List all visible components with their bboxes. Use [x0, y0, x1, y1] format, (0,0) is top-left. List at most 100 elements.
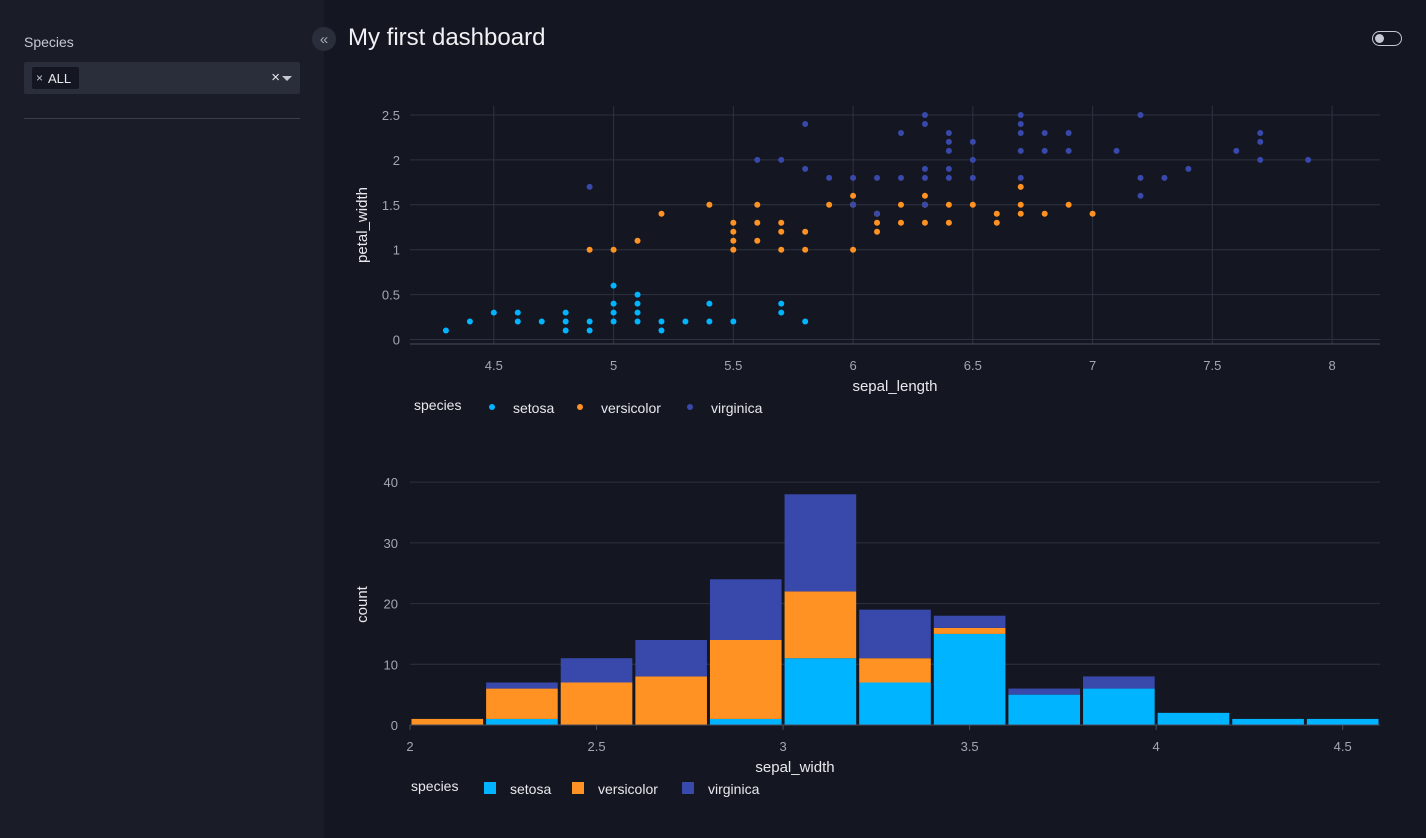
scatter-point-setosa	[682, 318, 689, 325]
y-tick-label: 30	[384, 536, 398, 551]
scatter-point-virginica	[897, 174, 904, 181]
bar-setosa	[1157, 712, 1230, 725]
scatter-point-virginica	[945, 174, 952, 181]
y-tick-label: 0.5	[382, 288, 400, 303]
scatter-point-virginica	[1137, 111, 1144, 118]
bar-versicolor	[709, 640, 782, 719]
scatter-point-setosa	[490, 309, 497, 316]
bar-virginica	[486, 682, 558, 689]
scatter-point-virginica	[586, 183, 593, 190]
scatter-point-versicolor	[754, 237, 761, 244]
toggle-knob	[1375, 34, 1384, 43]
scatter-point-setosa	[658, 327, 665, 334]
x-tick-label: 6	[849, 358, 856, 373]
scatter-point-versicolor	[778, 219, 785, 226]
clear-selection-icon[interactable]: ×	[271, 69, 280, 86]
collapse-sidebar-button[interactable]: «	[312, 27, 336, 51]
x-tick-label: 7	[1089, 358, 1096, 373]
scatter-point-setosa	[634, 318, 641, 325]
scatter-point-versicolor	[874, 228, 881, 235]
scatter-point-setosa	[610, 282, 617, 289]
scatter-point-versicolor	[969, 201, 976, 208]
scatter-point-virginica	[897, 129, 904, 136]
scatter-point-virginica	[802, 120, 809, 127]
scatter-point-virginica	[969, 156, 976, 163]
scatter-point-versicolor	[730, 246, 737, 253]
bar-setosa	[486, 718, 558, 725]
scatter-point-virginica	[921, 165, 928, 172]
scatter-point-versicolor	[610, 246, 617, 253]
bar-versicolor	[635, 676, 707, 725]
bar-virginica	[859, 609, 931, 659]
chevron-down-icon[interactable]	[282, 76, 292, 81]
scatter-point-virginica	[945, 129, 952, 136]
scatter-point-virginica	[1017, 147, 1024, 154]
scatter-point-virginica	[921, 111, 928, 118]
scatter-point-virginica	[1137, 174, 1144, 181]
scatter-point-virginica	[1161, 174, 1168, 181]
bar-virginica	[933, 615, 1006, 628]
legend-swatch-versicolor	[572, 782, 584, 794]
y-tick-label: 20	[384, 597, 398, 612]
scatter-point-setosa	[562, 309, 569, 316]
bar-versicolor	[784, 591, 857, 659]
legend-swatch-virginica	[682, 782, 694, 794]
scatter-point-versicolor	[826, 201, 833, 208]
scatter-point-versicolor	[850, 246, 857, 253]
scatter-point-virginica	[969, 138, 976, 145]
scatter-point-virginica	[778, 156, 785, 163]
sidebar: Species × ALL ×	[0, 0, 324, 838]
scatter-point-virginica	[1041, 147, 1048, 154]
scatter-point-versicolor	[921, 192, 928, 199]
scatter-point-virginica	[1017, 111, 1024, 118]
x-tick-label: 2.5	[587, 739, 605, 754]
scatter-point-virginica	[921, 201, 928, 208]
scatter-point-setosa	[658, 318, 665, 325]
bar-setosa	[1306, 718, 1379, 725]
scatter-point-versicolor	[1017, 201, 1024, 208]
scatter-point-virginica	[850, 174, 857, 181]
scatter-point-versicolor	[921, 219, 928, 226]
x-tick-label: 5	[610, 358, 617, 373]
scatter-point-versicolor	[874, 219, 881, 226]
x-tick-label: 4.5	[1334, 739, 1352, 754]
scatter-point-virginica	[945, 165, 952, 172]
legend-title: species	[411, 778, 458, 794]
scatter-plot-area: 4.5 5 5.5 6 6.5 7 7.5 8 0 0.5 1 1.5 2 2.5 sepal_length…	[354, 106, 1380, 416]
scatter-point-virginica	[969, 174, 976, 181]
scatter-point-setosa	[610, 309, 617, 316]
scatter-point-setosa	[802, 318, 809, 325]
scatter-point-virginica	[874, 210, 881, 217]
y-tick-label: 0	[393, 333, 400, 348]
scatter-point-versicolor	[1017, 183, 1024, 190]
scatter-point-setosa	[514, 318, 521, 325]
theme-toggle[interactable]	[1372, 31, 1402, 46]
sidebar-divider	[24, 118, 300, 119]
legend-label-virginica: virginica	[711, 400, 763, 416]
x-axis-title: sepal_length	[852, 378, 937, 395]
scatter-point-virginica	[1041, 129, 1048, 136]
species-multiselect[interactable]: × ALL ×	[24, 62, 300, 94]
bar-virginica	[784, 494, 857, 592]
scatter-point-versicolor	[634, 237, 641, 244]
x-tick-label: 2	[406, 739, 413, 754]
bar-virginica	[1008, 688, 1081, 695]
scatter-point-virginica	[945, 138, 952, 145]
scatter-point-versicolor	[730, 237, 737, 244]
species-filter-label: Species	[24, 34, 74, 50]
y-tick-label: 2.5	[382, 108, 400, 123]
scatter-point-setosa	[586, 318, 593, 325]
scatter-point-setosa	[634, 309, 641, 316]
scatter-point-versicolor	[993, 210, 1000, 217]
bar-setosa	[1083, 688, 1155, 725]
scatter-point-virginica	[754, 156, 761, 163]
double-chevron-left-icon: «	[319, 30, 329, 48]
scatter-point-virginica	[1017, 174, 1024, 181]
chip-remove-icon[interactable]: ×	[36, 71, 44, 85]
bar-setosa	[784, 658, 857, 725]
scatter-point-versicolor	[802, 246, 809, 253]
scatter-point-setosa	[466, 318, 473, 325]
y-axis-title: petal_width	[354, 187, 371, 263]
scatter-point-versicolor	[730, 228, 737, 235]
y-tick-label: 10	[384, 657, 398, 672]
